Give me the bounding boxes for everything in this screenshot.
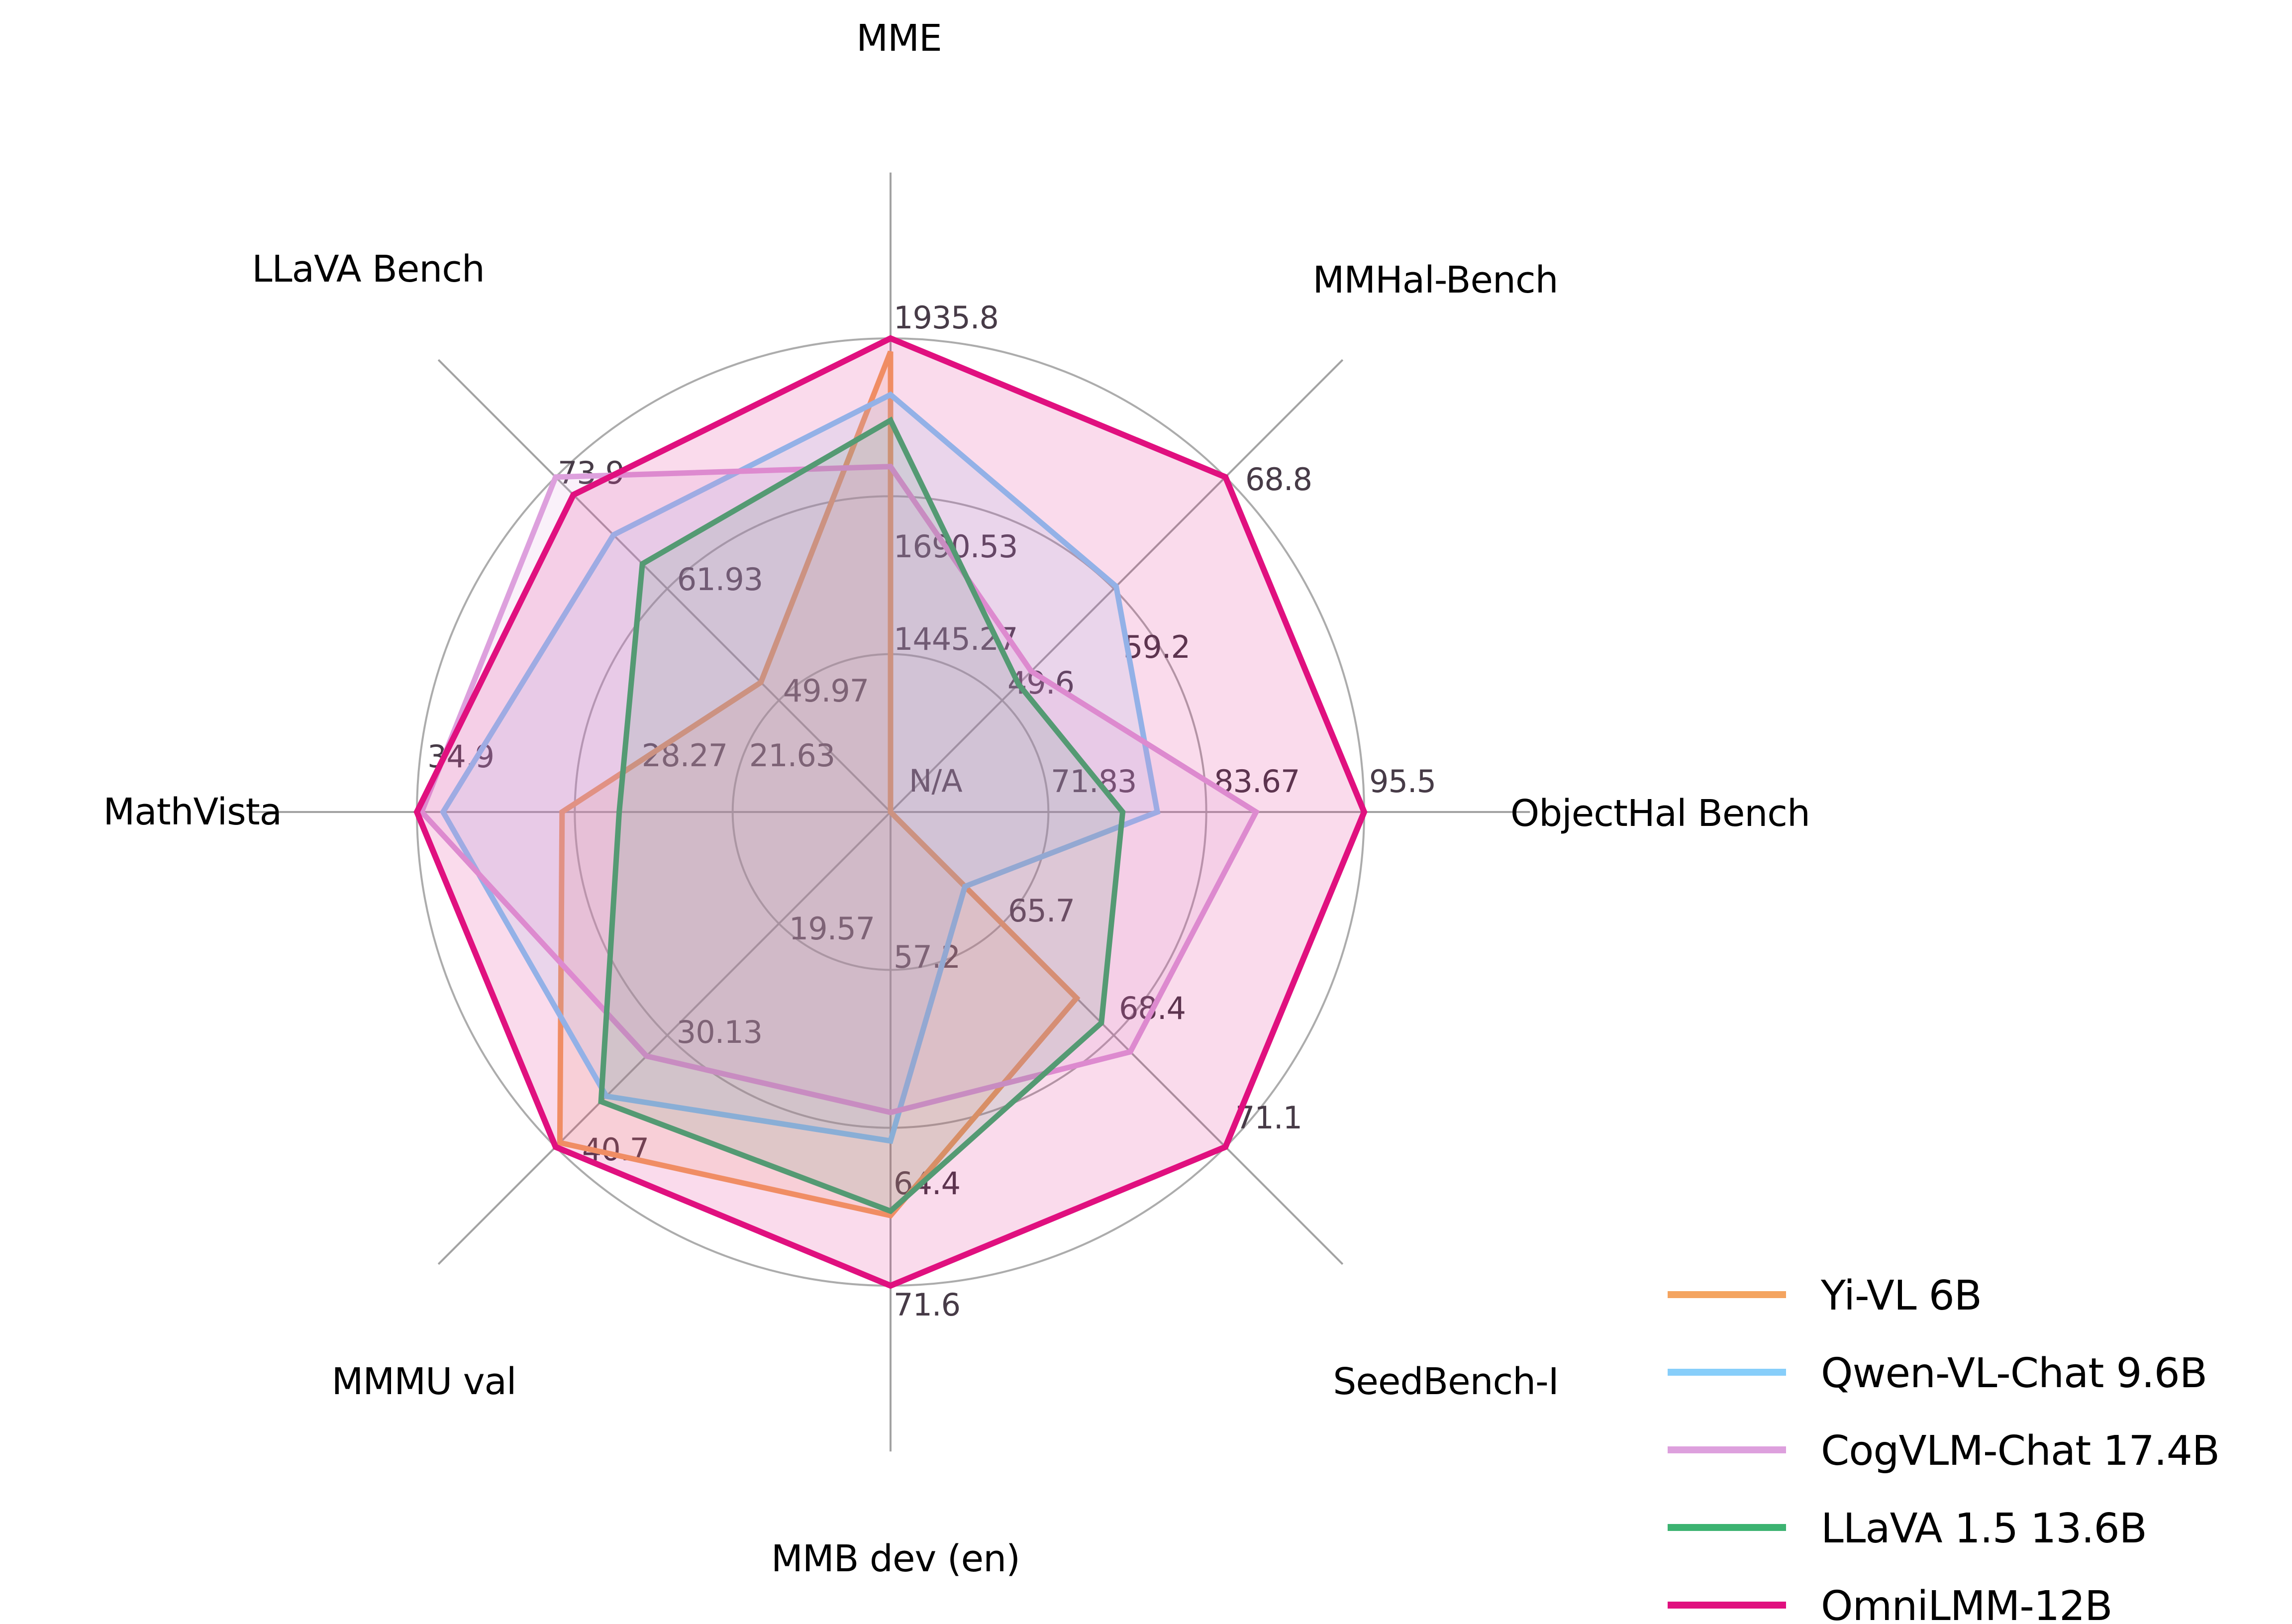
legend-label-omnilmm-12b: OmniLMM-12B [1821, 1583, 2112, 1624]
tick-label-mme-3: 1935.8 [894, 300, 998, 336]
tick-label-objecthal-bench-1: 71.83 [1051, 763, 1137, 800]
legend-item-cogvlm-chat-17-4b: CogVLM-Chat 17.4B [1668, 1427, 2220, 1475]
axis-spoke-mmmu-val [437, 811, 892, 1265]
series-polygon-qwen-vl-chat-9-6b [440, 391, 1161, 1144]
tick-labels: 1445.271690.531935.8N/A49.659.268.871.83… [427, 300, 1436, 1323]
series-polygon-yi-vl-6b [557, 350, 1081, 1219]
legend-item-yi-vl-6b: Yi-VL 6B [1668, 1272, 1982, 1320]
series-polygon-llava-1-5-13-6b [598, 416, 1126, 1215]
tick-label-mmhal-bench-3: 68.8 [1245, 461, 1312, 498]
tick-label-llava-bench-1: 49.97 [783, 673, 869, 709]
axis-spoke-llava-bench [437, 359, 892, 813]
axis-title-mmhal-bench: MMHal-Bench [1312, 259, 1558, 302]
tick-label-llava-bench-2: 61.93 [677, 561, 763, 598]
legend-label-llava-1-5-13-6b: LLaVA 1.5 13.6B [1821, 1505, 2147, 1552]
tick-label-seedbench-i-3: 71.1 [1235, 1100, 1302, 1136]
series-polygon-omnilmm-12b [413, 335, 1368, 1289]
tick-label-mmmu-val-2: 30.13 [677, 1014, 763, 1050]
tick-label-seedbench-i-1: 65.7 [1008, 893, 1075, 929]
legend-item-llava-1-5-13-6b: LLaVA 1.5 13.6B [1668, 1505, 2147, 1552]
tick-label-mathvista-2: 28.27 [642, 737, 728, 774]
legend: Yi-VL 6B Qwen-VL-Chat 9.6B CogVLM-Chat 17.… [1668, 1272, 2220, 1624]
center-tick-label-na: N/A [909, 763, 962, 799]
axis-titles: MME MMHal-Bench ObjectHal Bench SeedBench-I… [103, 17, 1810, 1580]
series-polygon-cogvlm-chat-17-4b [418, 464, 1260, 1116]
axis-title-mmb-dev-en: MMB dev (en) [771, 1537, 1020, 1580]
tick-label-mmhal-bench-2: 59.2 [1123, 629, 1190, 665]
legend-item-qwen-vl-chat-9-6b: Qwen-VL-Chat 9.6B [1668, 1350, 2207, 1397]
axis-title-seedbench-i: SeedBench-I [1333, 1360, 1558, 1403]
legend-label-cogvlm-chat-17-4b: CogVLM-Chat 17.4B [1821, 1427, 2219, 1475]
legend-label-qwen-vl-chat-9-6b: Qwen-VL-Chat 9.6B [1821, 1350, 2207, 1397]
tick-label-objecthal-bench-3: 95.5 [1369, 763, 1436, 800]
axis-title-objecthal-bench: ObjectHal Bench [1510, 792, 1810, 835]
series-polygons [413, 335, 1368, 1289]
axis-title-mathvista: MathVista [103, 791, 282, 833]
axis-title-mmmu-val: MMMU val [332, 1360, 516, 1403]
tick-label-mmmu-val-1: 19.57 [789, 911, 875, 947]
tick-label-mmb-dev-en-3: 71.6 [894, 1287, 960, 1323]
axis-title-llava-bench: LLaVA Bench [252, 248, 485, 291]
axis-title-mme: MME [856, 17, 941, 60]
legend-label-yi-vl-6b: Yi-VL 6B [1820, 1272, 1982, 1320]
legend-item-omnilmm-12b: OmniLMM-12B [1668, 1583, 2113, 1624]
tick-label-mathvista-1: 21.63 [749, 737, 835, 774]
